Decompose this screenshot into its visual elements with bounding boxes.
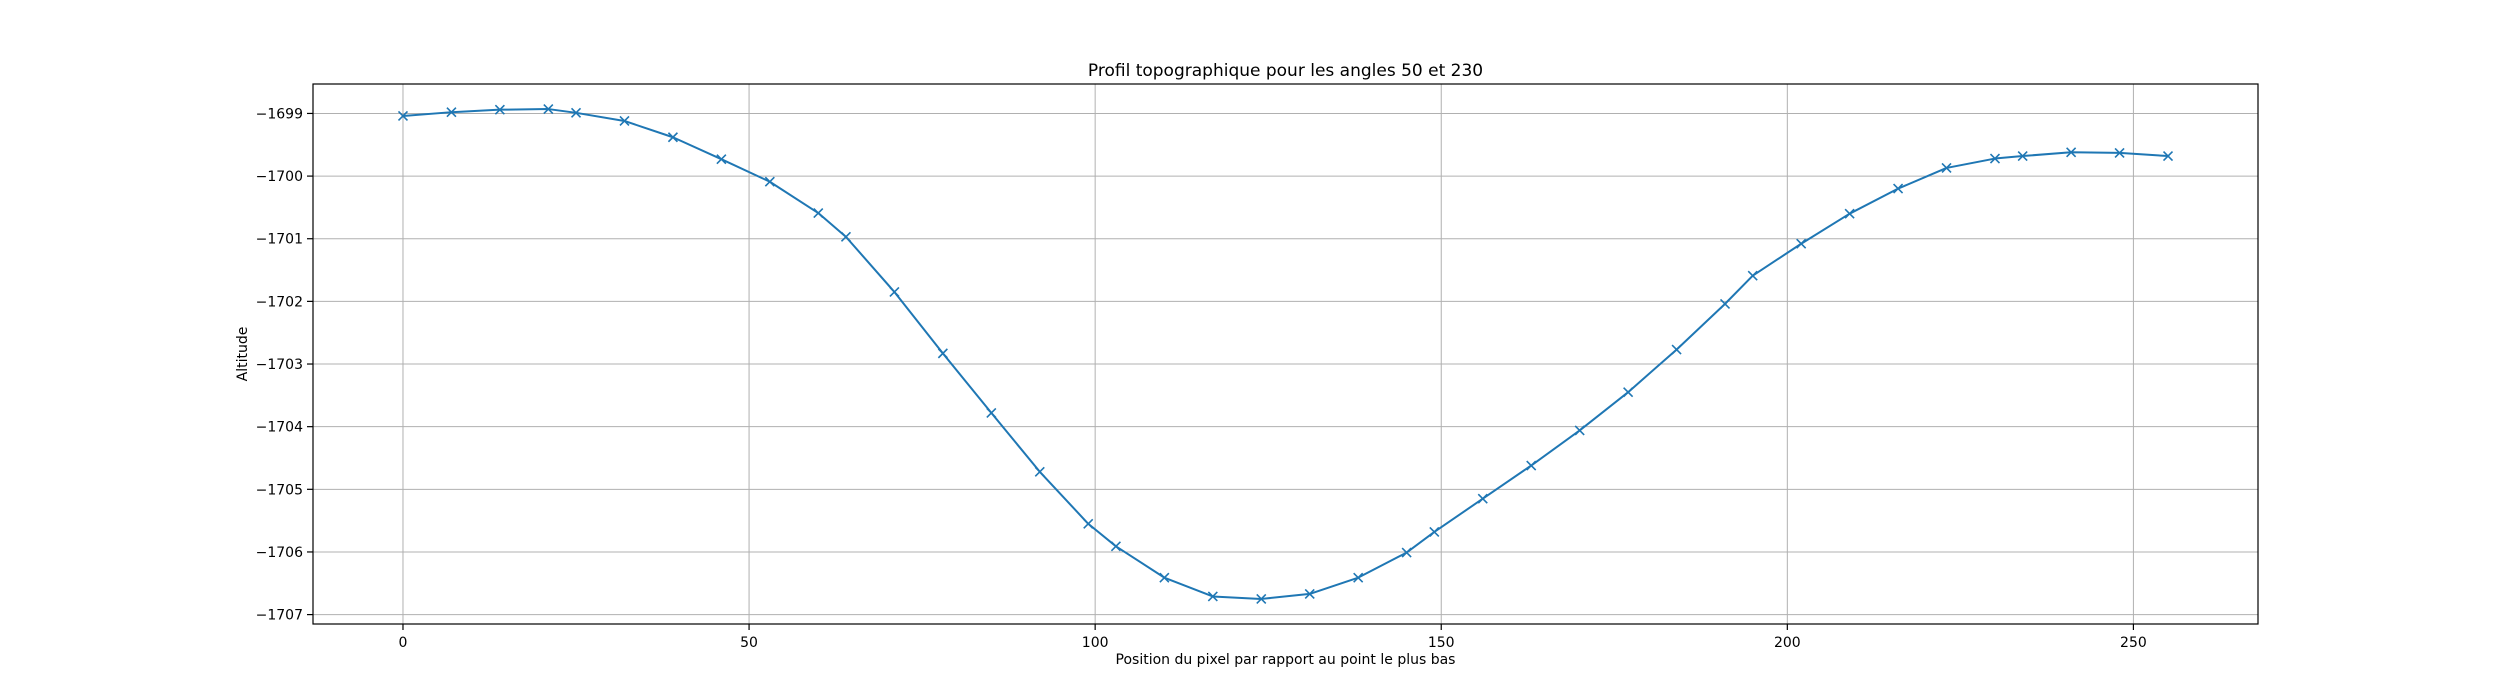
data-point-marker xyxy=(1893,183,1904,194)
data-point-marker xyxy=(889,286,900,298)
data-point-marker xyxy=(2114,147,2125,158)
data-point-marker xyxy=(1110,541,1121,552)
x-tick-label: 150 xyxy=(1428,635,1455,651)
data-point-marker xyxy=(813,207,824,219)
data-point-marker xyxy=(1159,572,1170,583)
series-line xyxy=(402,108,2169,600)
y-tick-label: −1703 xyxy=(256,357,303,373)
y-tick-label: −1704 xyxy=(256,420,303,436)
y-tick-label: −1702 xyxy=(256,294,303,310)
data-point-marker xyxy=(986,407,997,418)
data-point-marker xyxy=(1353,572,1364,583)
y-tick-label: −1706 xyxy=(256,545,303,561)
chart-title: Profil topographique pour les angles 50 … xyxy=(1088,61,1483,81)
data-point-marker xyxy=(1844,208,1855,219)
x-tick-label: 50 xyxy=(740,635,758,651)
data-point-marker xyxy=(667,132,678,143)
data-point-marker xyxy=(2162,150,2174,162)
y-tick-label: −1700 xyxy=(256,169,303,185)
y-axis-label: Altitude xyxy=(235,327,251,382)
x-tick-label: 250 xyxy=(2120,635,2147,651)
series-line-layer xyxy=(402,108,2169,600)
data-point-marker xyxy=(716,154,727,165)
data-point-marker xyxy=(619,115,630,127)
x-axis-ticks: 0 50 100 150 200 250 xyxy=(399,624,2147,651)
x-tick-label: 0 xyxy=(399,635,408,651)
data-point-marker xyxy=(543,103,554,115)
data-point-marker xyxy=(1304,588,1315,599)
data-point-marker xyxy=(1747,270,1758,281)
data-point-marker xyxy=(1429,526,1440,537)
y-tick-label: −1699 xyxy=(256,106,303,122)
grid xyxy=(313,84,2258,624)
data-point-marker xyxy=(840,231,852,242)
data-point-marker xyxy=(1719,298,1731,309)
data-point-marker xyxy=(1989,153,2001,164)
data-point-marker xyxy=(937,348,948,359)
x-tick-label: 200 xyxy=(1774,635,1801,651)
data-point-marker xyxy=(1477,493,1488,504)
y-tick-label: −1705 xyxy=(256,482,303,498)
x-tick-label: 100 xyxy=(1082,635,1109,651)
data-point-marker xyxy=(1401,547,1412,558)
data-point-marker xyxy=(446,107,457,118)
data-point-marker xyxy=(1526,460,1537,471)
data-point-marker xyxy=(1796,238,1807,249)
data-point-marker xyxy=(1083,518,1094,529)
y-tick-label: −1707 xyxy=(256,608,303,624)
y-tick-label: −1701 xyxy=(256,232,303,248)
data-point-marker xyxy=(1034,466,1045,477)
data-point-marker xyxy=(570,107,582,118)
data-point-marker xyxy=(1256,593,1267,605)
data-point-marker xyxy=(2066,147,2077,158)
data-point-marker xyxy=(494,104,505,115)
data-point-marker xyxy=(1671,344,1682,355)
data-point-marker xyxy=(764,176,775,187)
data-point-marker xyxy=(1941,162,1952,174)
data-point-marker xyxy=(1623,387,1634,398)
data-point-marker xyxy=(1574,425,1585,436)
data-point-marker xyxy=(2017,150,2028,162)
data-point-marker xyxy=(1207,591,1218,602)
y-axis-ticks: −1699 −1700 −1701 −1702 −1703 −1704 −1705 −1706… xyxy=(256,106,313,624)
plot-area-frame xyxy=(312,83,2259,625)
data-point-marker xyxy=(397,110,409,122)
x-axis-label: Position du pixel par rapport au point l… xyxy=(1116,652,1456,668)
data-point-markers xyxy=(397,103,2174,605)
